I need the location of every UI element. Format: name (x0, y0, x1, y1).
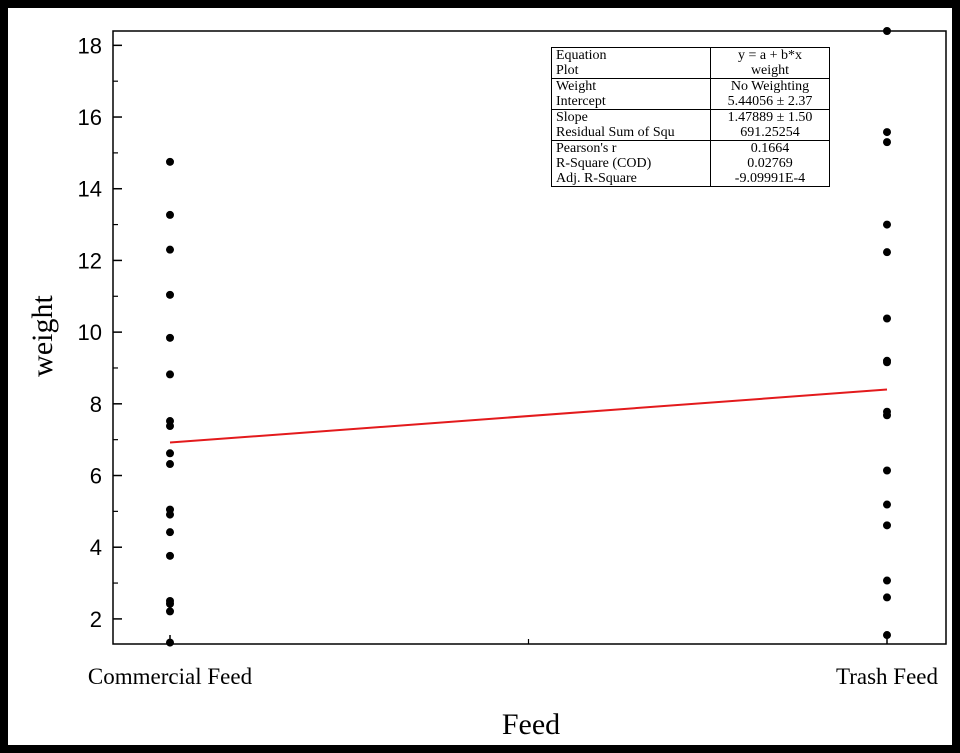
data-point (883, 248, 891, 257)
stats-label: R-Square (COD) (551, 156, 711, 171)
stats-row: Plot weight (551, 63, 830, 79)
y-tick-label: 16 (78, 105, 102, 130)
stats-row: Equation y = a + b*x (551, 47, 830, 63)
data-point (883, 358, 891, 367)
stats-value: weight (710, 63, 830, 79)
stats-value: 691.25254 (710, 125, 830, 141)
data-point (166, 638, 174, 647)
data-point (883, 521, 891, 530)
stats-value: 0.02769 (710, 156, 830, 171)
data-point (883, 593, 891, 602)
data-point (166, 599, 174, 608)
data-point (166, 422, 174, 431)
stats-value: 1.47889 ± 1.50 (710, 109, 830, 125)
data-point (166, 290, 174, 299)
y-axis-title: weight (26, 295, 59, 377)
stats-row: R-Square (COD) 0.02769 (551, 156, 830, 171)
data-point (883, 220, 891, 229)
stats-value: 0.1664 (710, 140, 830, 156)
x-axis-ticks: Commercial Feed Trash Feed (88, 635, 939, 689)
y-tick-label: 4 (90, 535, 102, 560)
data-point (883, 411, 891, 420)
stats-row: Adj. R-Square -9.09991E-4 (551, 171, 830, 187)
data-point (166, 245, 174, 254)
stats-label: Adj. R-Square (551, 171, 711, 187)
y-tick-label: 10 (78, 320, 102, 345)
data-point (883, 631, 891, 640)
data-point (883, 576, 891, 585)
x-axis-title: Feed (502, 708, 560, 741)
stats-label: Intercept (551, 94, 711, 110)
data-point (883, 128, 891, 137)
stats-row: Slope 1.47889 ± 1.50 (551, 109, 830, 125)
stats-row: Weight No Weighting (551, 78, 830, 94)
stats-value: -9.09991E-4 (710, 171, 830, 187)
data-point (166, 528, 174, 537)
x-tick-label: Commercial Feed (88, 664, 253, 689)
stats-value: y = a + b*x (710, 47, 830, 63)
y-tick-label: 2 (90, 607, 102, 632)
y-tick-label: 6 (90, 464, 102, 489)
data-point (166, 460, 174, 469)
y-axis-ticks: 2 4 6 8 10 12 14 16 18 (78, 33, 122, 632)
y-tick-label: 12 (78, 248, 102, 273)
fit-line (169, 388, 888, 444)
stats-row: Residual Sum of Squ 691.25254 (551, 125, 830, 141)
data-point (883, 27, 891, 35)
stats-label: Equation (551, 47, 711, 63)
plot-area (112, 30, 947, 645)
y-tick-label: 18 (78, 33, 102, 58)
stats-row: Intercept 5.44056 ± 2.37 (551, 94, 830, 110)
stats-label: Plot (551, 63, 711, 79)
stats-label: Residual Sum of Squ (551, 125, 711, 141)
stats-row: Pearson's r 0.1664 (551, 140, 830, 156)
y-tick-label: 14 (78, 177, 102, 202)
data-point (883, 500, 891, 509)
data-point (166, 210, 174, 219)
data-point (166, 551, 174, 560)
stats-value: 5.44056 ± 2.37 (710, 94, 830, 110)
regression-stats-table: Equation y = a + b*x Plot weight Weight No We… (551, 47, 830, 187)
data-point (166, 157, 174, 166)
data-point (166, 510, 174, 519)
data-points (166, 27, 891, 647)
data-point (883, 314, 891, 323)
stats-label: Slope (551, 109, 711, 125)
data-point (166, 449, 174, 458)
stats-label: Pearson's r (551, 140, 711, 156)
data-point (166, 607, 174, 616)
data-point (166, 333, 174, 342)
y-tick-label: 8 (90, 392, 102, 417)
stats-value: No Weighting (710, 78, 830, 94)
stats-label: Weight (551, 78, 711, 94)
x-tick-label: Trash Feed (836, 664, 939, 689)
data-point (883, 138, 891, 147)
data-point (883, 466, 891, 475)
data-point (166, 370, 174, 379)
